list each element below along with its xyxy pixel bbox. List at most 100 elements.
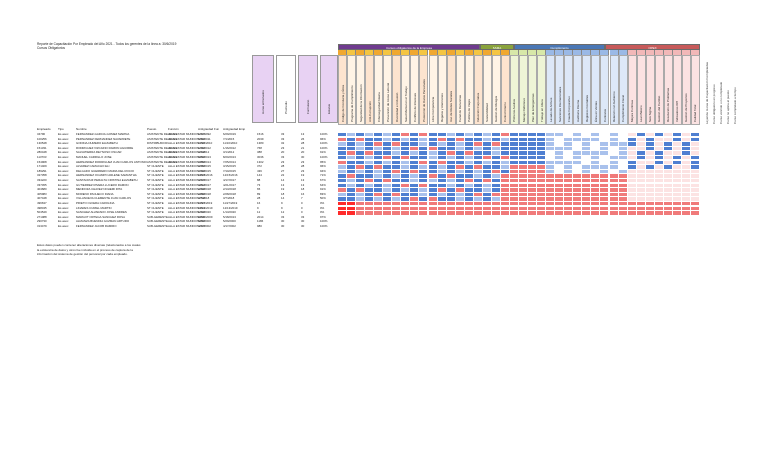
course-status-cell[interactable]: [491, 202, 501, 206]
course-status-cell[interactable]: [519, 133, 529, 137]
course-status-cell[interactable]: [690, 142, 700, 146]
course-status-cell[interactable]: [573, 225, 583, 229]
course-status-cell[interactable]: [374, 225, 384, 229]
course-status-cell[interactable]: [374, 220, 384, 224]
course-status-cell[interactable]: [528, 179, 538, 183]
course-status-cell[interactable]: [555, 169, 565, 174]
course-status-cell[interactable]: [663, 206, 673, 210]
course-status-cell[interactable]: [491, 188, 501, 192]
course-status-cell[interactable]: [401, 142, 411, 146]
course-status-cell[interactable]: [374, 156, 384, 160]
course-status-cell[interactable]: [428, 160, 438, 164]
course-status-cell[interactable]: [573, 179, 583, 183]
course-status-cell[interactable]: [491, 220, 501, 224]
course-status-cell[interactable]: [546, 211, 556, 215]
course-status-cell[interactable]: [609, 192, 619, 197]
course-status-cell[interactable]: [546, 160, 556, 164]
course-status-cell[interactable]: [672, 142, 682, 146]
course-status-cell[interactable]: [564, 179, 574, 183]
course-status-cell[interactable]: [519, 169, 529, 174]
course-status-cell[interactable]: [555, 188, 565, 192]
course-status-cell[interactable]: [564, 160, 574, 164]
course-status-cell[interactable]: [636, 220, 646, 224]
course-status-cell[interactable]: [519, 179, 529, 183]
course-status-cell[interactable]: [455, 142, 465, 146]
course-status-cell[interactable]: [419, 188, 429, 192]
course-status-cell[interactable]: [690, 215, 700, 220]
course-status-cell[interactable]: [374, 202, 384, 206]
table-row[interactable]: 130548 Ex-asoc GODINA-NUMERO ELIZABETH DIST…: [37, 141, 700, 146]
course-status-cell[interactable]: [654, 215, 664, 220]
course-status-cell[interactable]: [672, 215, 682, 220]
course-status-cell[interactable]: [636, 188, 646, 192]
course-status-cell[interactable]: [338, 165, 348, 169]
course-status-cell[interactable]: [537, 225, 547, 229]
course-status-cell[interactable]: [564, 156, 574, 160]
course-status-cell[interactable]: [663, 211, 673, 215]
course-status-cell[interactable]: [636, 192, 646, 197]
course-status-cell[interactable]: [500, 206, 510, 210]
course-status-cell[interactable]: [663, 146, 673, 151]
course-status-cell[interactable]: [654, 225, 664, 229]
course-status-cell[interactable]: [365, 174, 375, 178]
course-status-cell[interactable]: [573, 133, 583, 137]
course-status-cell[interactable]: [464, 179, 474, 183]
course-status-cell[interactable]: [356, 179, 366, 183]
course-status-cell[interactable]: [482, 220, 492, 224]
course-status-cell[interactable]: [537, 174, 547, 178]
course-status-cell[interactable]: [437, 174, 447, 178]
course-status-cell[interactable]: [401, 160, 411, 164]
table-row[interactable]: 280448 Ex-asoc SALVATIERRA REYNOSO OSCAR AS…: [37, 150, 700, 155]
course-status-cell[interactable]: [537, 137, 547, 141]
course-status-cell[interactable]: [537, 142, 547, 146]
course-status-cell[interactable]: [519, 215, 529, 220]
course-status-cell[interactable]: [347, 165, 357, 169]
course-status-cell[interactable]: [555, 133, 565, 137]
course-status-cell[interactable]: [681, 220, 691, 224]
course-status-cell[interactable]: [428, 197, 438, 201]
course-status-cell[interactable]: [455, 192, 465, 197]
course-status-cell[interactable]: [609, 215, 619, 220]
course-status-cell[interactable]: [537, 133, 547, 137]
course-status-cell[interactable]: [546, 146, 556, 151]
course-status-cell[interactable]: [374, 183, 384, 187]
course-status-cell[interactable]: [356, 133, 366, 137]
course-status-cell[interactable]: [365, 151, 375, 155]
course-status-cell[interactable]: [618, 137, 628, 141]
course-status-cell[interactable]: [591, 169, 601, 174]
course-status-cell[interactable]: [365, 133, 375, 137]
course-status-cell[interactable]: [347, 137, 357, 141]
course-status-cell[interactable]: [627, 146, 637, 151]
course-status-cell[interactable]: [482, 174, 492, 178]
course-status-cell[interactable]: [618, 206, 628, 210]
course-status-cell[interactable]: [356, 142, 366, 146]
course-status-cell[interactable]: [564, 211, 574, 215]
course-status-cell[interactable]: [509, 151, 519, 155]
course-status-cell[interactable]: [609, 156, 619, 160]
course-status-cell[interactable]: [573, 215, 583, 220]
course-status-cell[interactable]: [509, 146, 519, 151]
course-status-cell[interactable]: [690, 206, 700, 210]
course-status-cell[interactable]: [365, 137, 375, 141]
course-status-cell[interactable]: [419, 220, 429, 224]
course-status-cell[interactable]: [528, 151, 538, 155]
course-status-cell[interactable]: [356, 202, 366, 206]
course-status-cell[interactable]: [564, 197, 574, 201]
course-status-cell[interactable]: [482, 160, 492, 164]
course-status-cell[interactable]: [491, 151, 501, 155]
course-status-cell[interactable]: [690, 225, 700, 229]
course-status-cell[interactable]: [519, 142, 529, 146]
course-status-cell[interactable]: [410, 156, 420, 160]
course-status-cell[interactable]: [410, 192, 420, 197]
course-status-cell[interactable]: [437, 225, 447, 229]
course-status-cell[interactable]: [446, 220, 456, 224]
course-status-cell[interactable]: [537, 165, 547, 169]
course-status-cell[interactable]: [546, 206, 556, 210]
course-status-cell[interactable]: [410, 211, 420, 215]
course-status-cell[interactable]: [392, 137, 402, 141]
course-status-cell[interactable]: [627, 156, 637, 160]
course-status-cell[interactable]: [365, 146, 375, 151]
course-status-cell[interactable]: [672, 183, 682, 187]
course-status-cell[interactable]: [600, 211, 610, 215]
course-status-cell[interactable]: [482, 133, 492, 137]
